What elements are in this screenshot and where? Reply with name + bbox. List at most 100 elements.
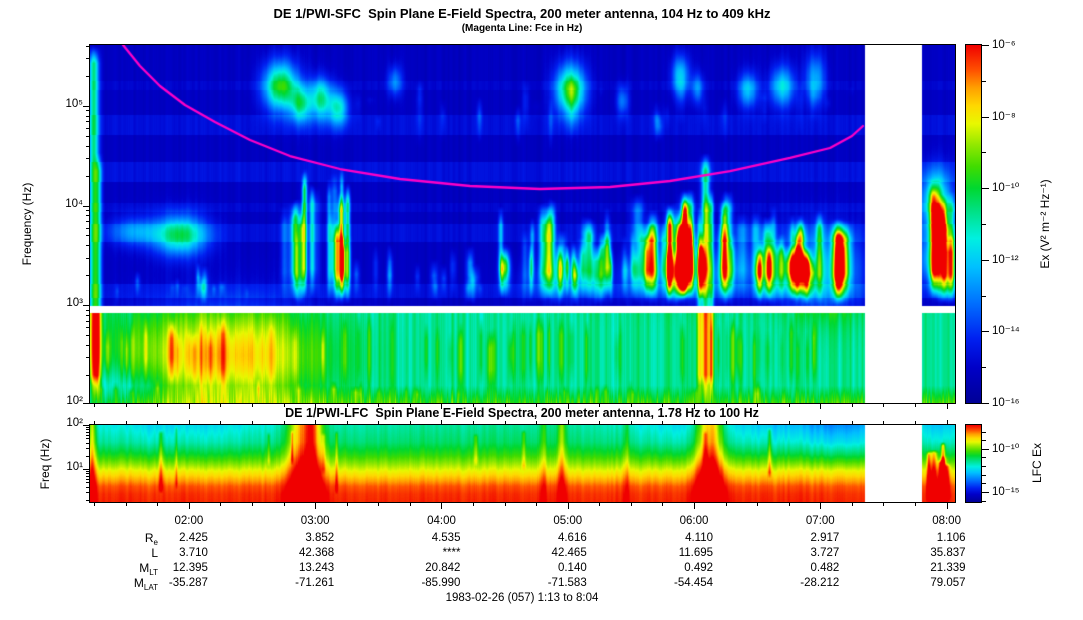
x-minor-tick — [126, 503, 127, 506]
colorbar-tick — [982, 367, 986, 368]
x-minor-tick — [157, 503, 158, 506]
x-minor-tick — [662, 503, 663, 506]
x-minor-tick — [252, 404, 253, 407]
x-minor-tick — [883, 404, 884, 407]
ephemeris-value: 4.535 — [431, 532, 461, 544]
lfc-title: DE 1/PWI-LFC Spin Plane E-Field Spectra,… — [285, 406, 759, 420]
x-tick — [189, 503, 190, 509]
ephemeris-row-label-base: R — [144, 531, 154, 545]
ephemeris-value: 4.616 — [557, 532, 587, 544]
x-minor-tick — [852, 404, 853, 407]
colorbar-tick — [982, 492, 989, 493]
x-minor-tick — [915, 404, 916, 407]
y-tick-label: 10² — [66, 395, 83, 407]
colorbar-tick-label: 10⁻¹⁴ — [992, 325, 1020, 337]
x-minor-tick — [757, 503, 758, 506]
colorbar-tick — [982, 475, 986, 476]
colorbar-tick — [982, 296, 986, 297]
colorbar-tick — [982, 224, 986, 225]
ephemeris-row-label-base: M — [133, 576, 144, 590]
x-tick — [947, 404, 948, 409]
colorbar-tick-label: 10⁻⁸ — [992, 111, 1016, 123]
time-label: 08:00 — [932, 515, 961, 527]
ephemeris-value: 79.057 — [930, 577, 966, 589]
ephemeris-value: 42.368 — [299, 547, 335, 559]
ephemeris-value: 21.339 — [930, 562, 966, 574]
colorbar-tick — [982, 81, 986, 82]
colorbar-tick — [982, 440, 986, 441]
x-tick — [315, 503, 316, 509]
x-minor-tick — [789, 503, 790, 506]
colorbar-tick — [982, 483, 986, 484]
sfc-title: DE 1/PWI-SFC Spin Plane E-Field Spectra,… — [273, 6, 771, 21]
x-tick — [820, 404, 821, 409]
ephemeris-value: 3.727 — [810, 547, 840, 559]
x-minor-tick — [599, 503, 600, 506]
lfc-colorbar-label: LFC Ex — [1030, 442, 1044, 484]
ephemeris-value: -71.261 — [295, 577, 335, 589]
x-minor-tick — [726, 503, 727, 506]
x-minor-tick — [852, 503, 853, 506]
colorbar-tick-label: 10⁻⁶ — [992, 39, 1016, 51]
lfc-spectrogram-canvas — [90, 425, 955, 502]
ephemeris-row-label: Re — [108, 531, 158, 547]
sfc-colorbar-label: Ex (V² m⁻² Hz⁻¹) — [1038, 179, 1052, 269]
ephemeris-row-label-sub: LAT — [143, 583, 158, 592]
colorbar-tick-label: 10⁻¹⁰ — [992, 443, 1020, 455]
x-minor-tick — [94, 404, 95, 407]
ephemeris-value: 2.425 — [179, 532, 208, 544]
ephemeris-row-label-sub: e — [153, 538, 158, 547]
y-tick-label: 10² — [66, 417, 83, 429]
x-minor-tick — [410, 503, 411, 506]
x-minor-tick — [252, 503, 253, 506]
x-minor-tick — [347, 503, 348, 506]
y-tick-label: 10³ — [66, 297, 83, 309]
colorbar-tick-label: 10⁻¹⁵ — [992, 486, 1020, 498]
sfc-y-axis-label: Frequency (Hz) — [20, 182, 34, 266]
x-tick — [568, 503, 569, 509]
ephemeris-value: -71.583 — [547, 577, 587, 589]
y-tick-label: 10⁴ — [65, 198, 83, 210]
x-minor-tick — [378, 503, 379, 506]
ephemeris-value: -28.212 — [800, 577, 840, 589]
ephemeris-row-label: MLAT — [108, 576, 158, 592]
ephemeris-value: -54.454 — [674, 577, 714, 589]
x-tick — [694, 503, 695, 509]
time-label: 02:00 — [174, 515, 204, 527]
colorbar-tick — [982, 45, 989, 46]
ephemeris-value: **** — [442, 547, 461, 559]
colorbar-tick-label: 10⁻¹⁰ — [992, 182, 1020, 194]
colorbar-tick — [982, 260, 989, 261]
colorbar-tick — [982, 188, 989, 189]
sfc-panel — [89, 44, 956, 404]
x-minor-tick — [536, 503, 537, 506]
colorbar-tick — [982, 117, 989, 118]
x-minor-tick — [883, 503, 884, 506]
ephemeris-value: 35.837 — [930, 547, 966, 559]
time-label: 07:00 — [805, 515, 835, 527]
ephemeris-value: 0.492 — [684, 562, 714, 574]
ephemeris-row-label-base: L — [151, 546, 158, 560]
ephemeris-row-label-base: M — [139, 561, 150, 575]
colorbar-tick — [982, 331, 989, 332]
x-minor-tick — [220, 404, 221, 407]
time-label: 06:00 — [679, 515, 709, 527]
time-label: 05:00 — [553, 515, 583, 527]
colorbar-tick — [982, 403, 989, 404]
ephemeris-value: 1.106 — [936, 532, 966, 544]
x-minor-tick — [915, 503, 916, 506]
time-label: 04:00 — [427, 515, 456, 527]
x-minor-tick — [789, 404, 790, 407]
colorbar-tick — [982, 432, 986, 433]
x-tick — [820, 503, 821, 509]
ephemeris-value: 42.465 — [551, 547, 587, 559]
ephemeris-value: 11.695 — [678, 547, 714, 559]
x-tick — [189, 404, 190, 409]
sfc-spectrogram-canvas — [90, 45, 955, 403]
y-tick-label: 10⁵ — [65, 98, 83, 110]
date-range: 1983-02-26 (057) 1:13 to 8:04 — [445, 592, 599, 604]
sfc-subtitle: (Magenta Line: Fce in Hz) — [461, 23, 583, 34]
ephemeris-value: 2.917 — [810, 532, 840, 544]
colorbar-tick — [982, 501, 986, 502]
